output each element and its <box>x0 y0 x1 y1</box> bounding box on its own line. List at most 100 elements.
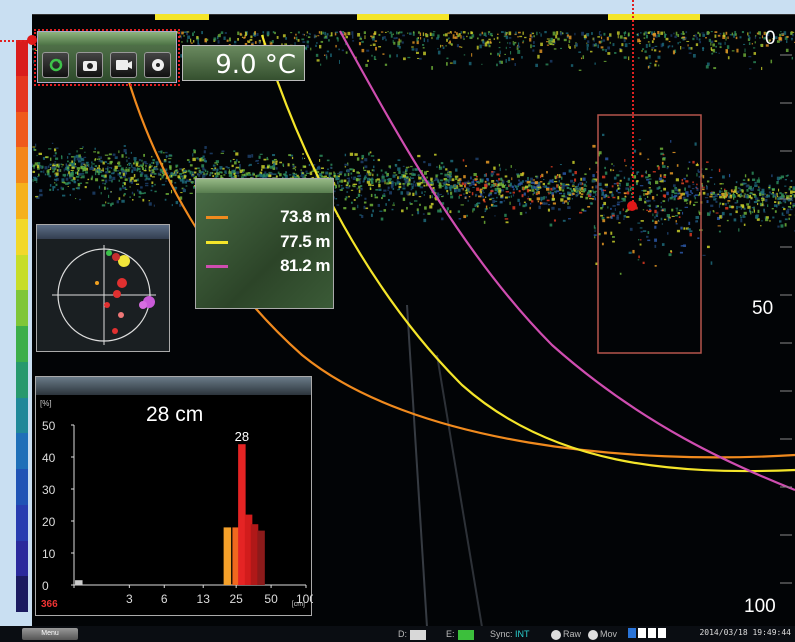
x-tick-label: 13 <box>197 592 211 606</box>
histogram-bar <box>250 524 259 585</box>
mov-toggle[interactable]: Mov <box>588 628 617 640</box>
histogram-bar <box>232 527 240 585</box>
range-window: 73.8 m 77.5 m 81.2 m <box>195 178 334 309</box>
color-scale-step <box>16 361 28 398</box>
range-window-titlebar[interactable] <box>196 179 333 193</box>
polar-target <box>106 250 112 256</box>
refresh-icon <box>49 58 62 72</box>
range-row: 77.5 m <box>206 232 330 252</box>
y-tick-label: 30 <box>42 483 56 497</box>
polar-target <box>104 302 110 308</box>
menu-button[interactable]: Menu <box>22 628 78 640</box>
scale-mark <box>155 14 209 20</box>
disc-icon <box>151 59 164 71</box>
color-scale-step <box>16 147 28 183</box>
range-value: 81.2 m <box>280 256 330 275</box>
record-icon <box>115 60 132 70</box>
raw-icon <box>551 629 561 640</box>
range-row: 73.8 m <box>206 207 330 227</box>
polar-target <box>118 255 130 267</box>
d-indicator: D: <box>398 628 426 640</box>
depth-label-mid: 50 <box>752 298 774 319</box>
y-tick-label: 10 <box>42 547 56 561</box>
histogram-y-unit: [%] <box>40 399 52 408</box>
range-curve-2 <box>260 34 795 473</box>
color-scale-step <box>16 290 28 326</box>
x-tick-label: 25 <box>229 592 243 606</box>
range-line-swatch <box>206 216 228 219</box>
polar-target <box>139 301 147 309</box>
mov-icon <box>588 629 598 640</box>
y-tick-label: 50 <box>42 419 56 433</box>
e-indicator: E: <box>446 628 474 640</box>
refresh-button[interactable] <box>42 52 69 78</box>
histogram-bar <box>223 527 232 585</box>
range-value: 77.5 m <box>280 232 330 251</box>
color-scale-step <box>16 397 28 434</box>
color-scale-step <box>16 183 28 219</box>
color-scale-bar <box>16 40 28 612</box>
color-scale-step <box>16 540 28 577</box>
d-swatch <box>410 629 426 640</box>
color-scale-step <box>16 111 28 148</box>
tool-window-titlebar[interactable] <box>38 32 176 45</box>
range-curve-3 <box>339 30 795 492</box>
histogram-size-label: 28 cm <box>146 403 204 426</box>
toolbar-highlight-annotation <box>34 29 180 86</box>
e-label: E: <box>446 629 455 639</box>
histogram-bar <box>257 530 265 585</box>
x-tick-label: 50 <box>264 592 278 606</box>
size-histogram-window: 50 40 30 20 10 0 3 6 13 25 50 100 28 [%] 28 cm 366 [… <box>35 376 313 616</box>
polar-target <box>118 312 124 318</box>
tool-window <box>37 31 177 83</box>
color-scale-step <box>16 326 28 362</box>
color-scale-step <box>16 504 28 541</box>
y-tick-label: 40 <box>42 451 56 465</box>
polar-target <box>113 290 121 298</box>
raw-label: Raw <box>563 629 582 639</box>
annotation-leader-line <box>0 40 34 42</box>
camera-button[interactable] <box>76 52 103 78</box>
color-scale-step <box>16 254 28 291</box>
polar-window-titlebar[interactable] <box>37 225 169 239</box>
sync-indicator: Sync: INT <box>490 628 530 640</box>
x-tick-label: 100 <box>296 592 313 606</box>
color-scale-step <box>16 75 28 112</box>
color-scale-step <box>16 40 28 76</box>
record-button[interactable] <box>110 52 137 78</box>
range-value: 73.8 m <box>280 207 330 226</box>
color-scale-step <box>16 576 28 612</box>
range-line-swatch <box>206 265 228 268</box>
temperature-window: 9.0 °C <box>182 45 305 81</box>
temperature-value: 9.0 °C <box>215 50 296 80</box>
y-tick-label: 20 <box>42 515 56 529</box>
range-curve-1 <box>122 64 795 459</box>
selection-box[interactable] <box>597 114 702 354</box>
x-tick-label: 6 <box>161 592 168 606</box>
x-tick-label: 3 <box>126 592 133 606</box>
histogram-window-titlebar[interactable] <box>36 377 311 395</box>
depth-label-top: 0 <box>765 28 776 49</box>
status-bar: Menu D: E: Sync: INT Raw Mov 2014/03/18 … <box>0 626 795 642</box>
annotation-dot <box>27 35 37 45</box>
signal-level-indicator <box>628 628 670 640</box>
color-scale-step <box>16 469 28 505</box>
polar-target <box>112 328 118 334</box>
color-scale-step <box>16 218 28 255</box>
color-scale-step <box>16 433 28 469</box>
depth-label-bottom: 100 <box>744 596 776 617</box>
d-label: D: <box>398 629 407 639</box>
sync-value: INT <box>515 629 530 639</box>
histogram-bar <box>238 444 246 585</box>
histogram-x-unit: [cm] <box>291 601 305 608</box>
disc-button[interactable] <box>144 52 171 78</box>
e-swatch <box>457 629 474 640</box>
range-row: 81.2 m <box>206 256 330 276</box>
raw-toggle[interactable]: Raw <box>551 628 581 640</box>
polar-target <box>117 278 127 288</box>
histogram-bar <box>75 580 83 585</box>
polar-plot <box>52 245 156 345</box>
mov-label: Mov <box>600 629 618 639</box>
